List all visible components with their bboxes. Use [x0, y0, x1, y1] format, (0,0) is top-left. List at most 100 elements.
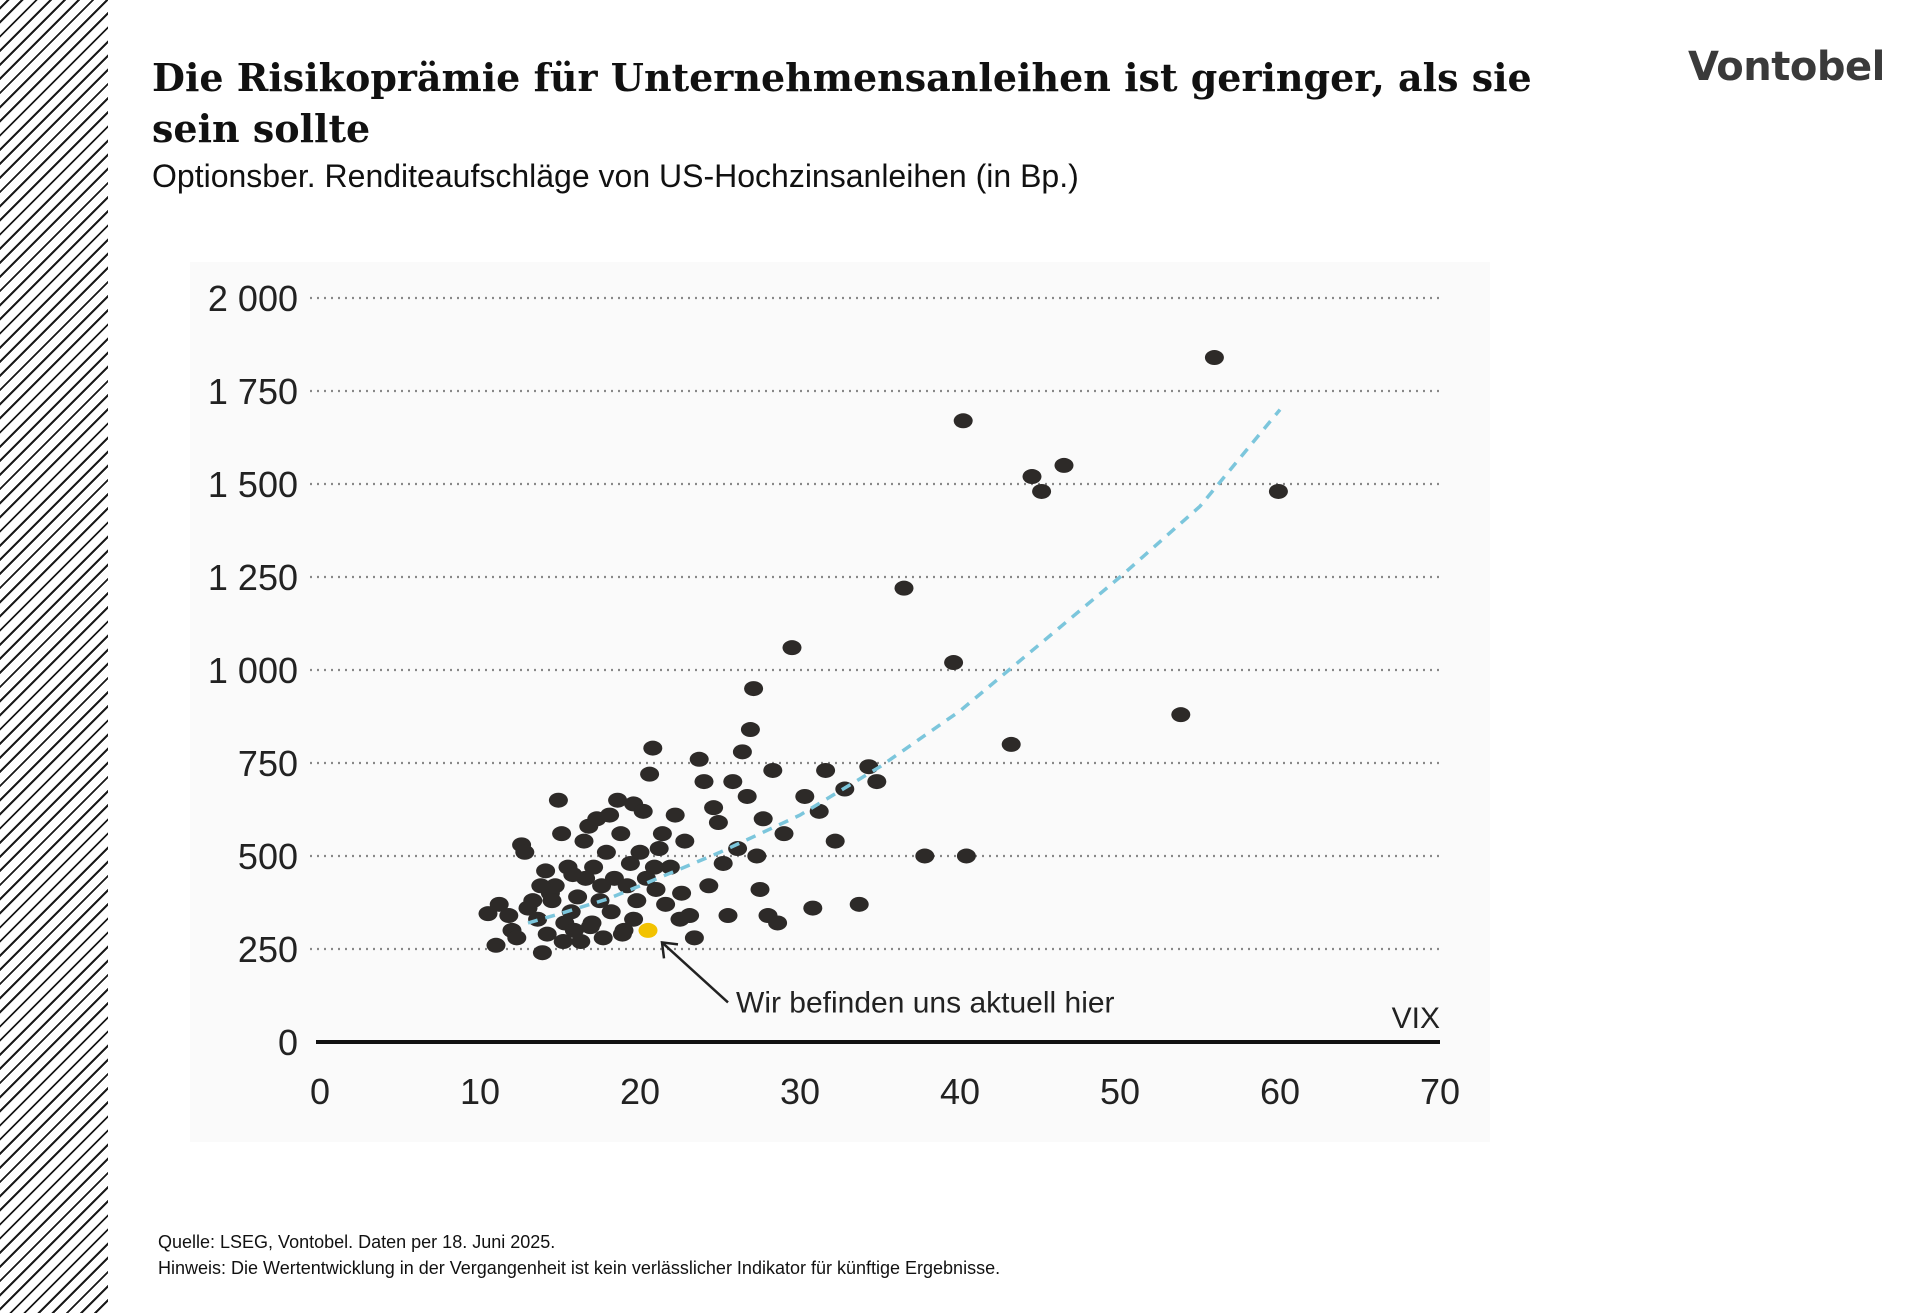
- data-point: [689, 751, 709, 767]
- chart-subtitle: Optionsber. Renditeaufschläge von US-Hoc…: [152, 158, 1079, 194]
- chart-panel: 0 250 500 750 1 000 1 250 1 500 1 750 2 000 0 10 20…: [190, 262, 1490, 1142]
- data-point: [915, 848, 935, 864]
- data-point: [656, 896, 676, 912]
- y-tick-label: 500: [238, 836, 298, 877]
- data-point: [646, 881, 666, 897]
- data-point: [601, 904, 621, 920]
- data-point: [611, 826, 631, 842]
- data-point: [499, 908, 519, 924]
- data-point: [593, 930, 613, 946]
- data-point: [694, 774, 714, 790]
- page-title: Die Risikoprämie für Unternehmensanleihe…: [152, 55, 1532, 151]
- x-tick-label: 70: [1420, 1071, 1460, 1112]
- y-tick-label: 1 500: [208, 464, 298, 505]
- data-point: [608, 792, 628, 808]
- data-point: [640, 766, 660, 782]
- data-point: [652, 826, 672, 842]
- data-point: [704, 800, 724, 816]
- data-point: [894, 580, 914, 596]
- data-point: [774, 826, 794, 842]
- data-point: [1032, 483, 1052, 499]
- data-point: [531, 878, 551, 894]
- data-point: [643, 740, 663, 756]
- data-point: [568, 889, 588, 905]
- current-point: [638, 922, 658, 938]
- trend-line: [527, 408, 1282, 925]
- disclaimer-note: Hinweis: Die Wertentwicklung in der Verg…: [158, 1258, 1001, 1278]
- scatter-chart: 0 250 500 750 1 000 1 250 1 500 1 750 2 000 0 10 20…: [208, 278, 1460, 1112]
- data-point: [740, 722, 760, 738]
- data-point: [1001, 736, 1021, 752]
- decorative-stripe: [0, 0, 108, 1313]
- data-point: [620, 855, 640, 871]
- data-point: [580, 919, 600, 935]
- data-point: [489, 896, 509, 912]
- data-point: [624, 911, 644, 927]
- data-point: [782, 640, 802, 656]
- data-point: [867, 774, 887, 790]
- data-point: [665, 807, 685, 823]
- data-point: [542, 893, 562, 909]
- data-point: [747, 848, 767, 864]
- data-point: [723, 774, 743, 790]
- x-tick-label: 50: [1100, 1071, 1140, 1112]
- data-point: [515, 844, 535, 860]
- data-point: [507, 930, 527, 946]
- y-tick-label: 750: [238, 743, 298, 784]
- x-tick-label: 30: [780, 1071, 820, 1112]
- data-point: [1171, 707, 1191, 723]
- data-point: [753, 811, 773, 827]
- x-axis-label: VIX: [1392, 1002, 1440, 1035]
- data-point: [584, 859, 604, 875]
- y-tick-label: 1 250: [208, 557, 298, 598]
- data-point: [859, 759, 879, 775]
- data-point: [523, 893, 543, 909]
- data-point: [644, 859, 664, 875]
- data-point: [718, 908, 738, 924]
- data-point: [750, 881, 770, 897]
- data-point: [944, 655, 964, 671]
- data-point: [713, 855, 733, 871]
- data-point: [744, 681, 764, 697]
- data-point: [768, 915, 788, 931]
- data-point: [564, 922, 584, 938]
- data-point: [953, 413, 973, 429]
- x-tick-label: 60: [1260, 1071, 1300, 1112]
- data-point: [596, 844, 616, 860]
- data-point: [684, 930, 704, 946]
- data-point: [536, 863, 556, 879]
- y-tick-label: 250: [238, 929, 298, 970]
- data-point: [1022, 469, 1042, 485]
- x-tick-label: 20: [620, 1071, 660, 1112]
- data-point: [816, 762, 836, 778]
- data-point: [592, 878, 612, 894]
- data-point: [528, 911, 548, 927]
- data-point: [548, 792, 568, 808]
- annotation-label: Wir befinden uns aktuell hier: [736, 986, 1115, 1019]
- data-point: [633, 803, 653, 819]
- data-point: [486, 937, 506, 953]
- data-point: [660, 859, 680, 875]
- data-point: [675, 833, 695, 849]
- data-point: [849, 896, 869, 912]
- data-point: [612, 926, 632, 942]
- data-point: [563, 867, 583, 883]
- data-point: [553, 934, 573, 950]
- x-tick-label: 40: [940, 1071, 980, 1112]
- y-tick-label: 0: [278, 1022, 298, 1063]
- data-point: [571, 934, 591, 950]
- data-point: [1268, 483, 1288, 499]
- data-point: [627, 893, 647, 909]
- source-note: Quelle: LSEG, Vontobel. Daten per 18. Ju…: [158, 1232, 556, 1252]
- x-tick-label: 10: [460, 1071, 500, 1112]
- data-point: [825, 833, 845, 849]
- data-point: [649, 841, 669, 857]
- y-tick-label: 1 750: [208, 371, 298, 412]
- data-point: [630, 844, 650, 860]
- data-point: [956, 848, 976, 864]
- annotation-arrow: [661, 941, 729, 1004]
- data-point: [708, 815, 728, 831]
- annotation-arrowhead: [660, 940, 679, 959]
- data-point: [803, 900, 823, 916]
- vontobel-logo: Vontobel: [1688, 44, 1885, 90]
